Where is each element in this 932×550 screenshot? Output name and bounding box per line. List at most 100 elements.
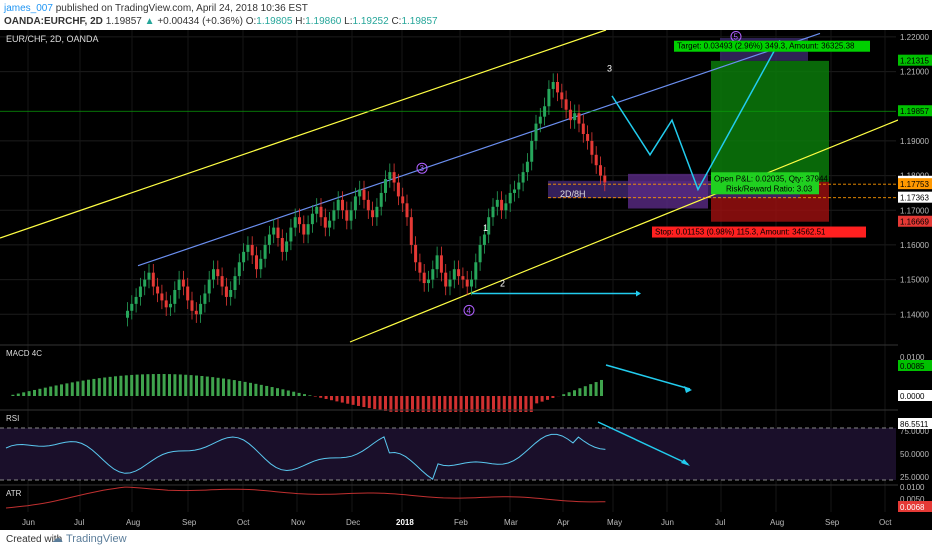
macd-bar	[367, 396, 371, 409]
svg-text:Stop: 0.01153 (0.98%) 115.3, A: Stop: 0.01153 (0.98%) 115.3, Amount: 345…	[655, 228, 826, 237]
candle	[470, 270, 473, 296]
macd-bar	[238, 380, 242, 396]
y-tick-label: 1.16000	[900, 241, 929, 250]
tradingview-logo[interactable]: ☁ TradingView	[52, 532, 127, 546]
svg-text:0.0000: 0.0000	[900, 392, 925, 401]
macd-bar	[448, 396, 452, 412]
candle	[414, 236, 418, 271]
candle	[551, 73, 555, 98]
macd-bar	[308, 395, 312, 396]
macd-bar	[594, 382, 598, 396]
candle	[465, 270, 469, 296]
macd-bar	[195, 375, 198, 396]
macd-bar	[281, 389, 285, 396]
y-tick-label: 1.22000	[900, 33, 929, 42]
wave-label-3: 3	[607, 64, 612, 74]
macd-bar	[216, 377, 220, 396]
candle	[594, 146, 598, 174]
cloud-icon: ☁	[52, 533, 63, 545]
target-label: Target: 0.03493 (2.96%) 349.3, Amount: 3…	[674, 40, 870, 52]
ohlc-line: OANDA:EURCHF, 2D 1.19857 ▲ +0.00434 (+0.…	[4, 16, 438, 27]
macd-bar	[292, 391, 296, 396]
candle	[427, 270, 430, 292]
candle	[525, 153, 529, 181]
macd-bar	[378, 396, 382, 411]
candle	[263, 236, 267, 268]
macd-bar	[416, 396, 420, 412]
macd-bar	[529, 396, 533, 412]
candle	[530, 132, 534, 171]
macd-bar	[124, 375, 128, 396]
macd-bar	[600, 379, 603, 396]
macd-bar	[475, 396, 479, 412]
svg-text:4: 4	[467, 306, 472, 315]
candle	[212, 260, 215, 289]
macd-bar	[362, 396, 366, 408]
candle	[242, 243, 246, 271]
created-with-text: Created with	[6, 534, 63, 545]
macd-bar	[421, 396, 425, 412]
price-tag: 1.17363	[898, 191, 932, 203]
candle	[164, 291, 168, 316]
wave-label-1: 1	[483, 223, 488, 233]
macd-bar	[583, 386, 587, 396]
rsi-tick-label: 50.0000	[900, 450, 929, 459]
candle	[353, 187, 357, 219]
svg-text:86.5511: 86.5511	[900, 420, 929, 429]
close-value: 1.19857	[401, 16, 438, 27]
x-tick-label: May	[607, 518, 622, 527]
macd-bar	[265, 385, 269, 396]
candle	[173, 281, 177, 313]
macd-bar	[319, 396, 323, 398]
x-tick-label: Mar	[504, 518, 518, 527]
candle	[491, 198, 495, 226]
macd-bar	[486, 396, 490, 412]
candle	[126, 302, 129, 327]
svg-text:1.17363: 1.17363	[900, 194, 929, 203]
arrow-head	[636, 290, 641, 297]
low-value: 1.19252	[352, 16, 389, 27]
author-link[interactable]: james_007	[4, 3, 53, 14]
candle	[207, 270, 211, 303]
chart-area[interactable]: 1 2 3 3 4 5 Target: 0.03493 (2.96%) 349.3, Amo…	[0, 29, 932, 530]
candle	[323, 208, 327, 237]
candle	[302, 215, 306, 244]
candle	[560, 83, 564, 108]
zone-label: 2D/8H	[560, 189, 586, 199]
candle	[272, 218, 276, 244]
x-tick-label: Aug	[770, 518, 784, 527]
candle	[474, 253, 478, 289]
macd-bar	[162, 374, 166, 396]
candle	[392, 163, 396, 192]
macd-bar	[205, 376, 209, 396]
candle	[220, 267, 224, 296]
macd-bar	[178, 374, 182, 396]
candle	[384, 170, 387, 202]
pane-title: RSI	[6, 414, 19, 423]
macd-bar	[151, 374, 155, 396]
macd-bar	[465, 396, 468, 412]
projection-arrows	[472, 40, 781, 297]
macd-bar	[427, 396, 431, 412]
target-zone	[711, 60, 829, 182]
candle	[276, 218, 280, 247]
candle	[371, 201, 375, 226]
candle	[298, 208, 301, 233]
x-tick-label: Jul	[74, 518, 84, 527]
macd-bar	[535, 396, 539, 404]
macd-bar	[249, 382, 252, 396]
macd-tick-label: 0.0100	[900, 353, 925, 362]
candle	[586, 125, 590, 150]
macd-bar	[373, 396, 377, 410]
candle	[482, 225, 486, 254]
price-tag: 1.19857	[898, 105, 932, 117]
macd-bar	[432, 396, 436, 412]
candle	[418, 253, 422, 282]
macd-bar	[200, 375, 204, 396]
macd-bar	[324, 396, 328, 399]
candle	[409, 208, 413, 254]
high-value: 1.19860	[305, 16, 342, 27]
price-change: +0.00434 (+0.36%)	[157, 16, 243, 27]
circled-wave-4: 4	[463, 304, 475, 316]
